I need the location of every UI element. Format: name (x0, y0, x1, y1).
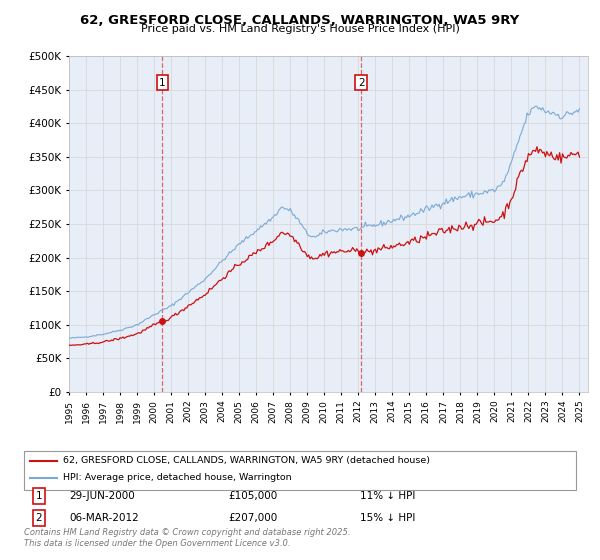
Text: 62, GRESFORD CLOSE, CALLANDS, WARRINGTON, WA5 9RY: 62, GRESFORD CLOSE, CALLANDS, WARRINGTON… (80, 14, 520, 27)
Text: 2: 2 (35, 513, 43, 523)
Text: 62, GRESFORD CLOSE, CALLANDS, WARRINGTON, WA5 9RY (detached house): 62, GRESFORD CLOSE, CALLANDS, WARRINGTON… (63, 456, 430, 465)
Text: £105,000: £105,000 (228, 491, 277, 501)
Text: 11% ↓ HPI: 11% ↓ HPI (360, 491, 415, 501)
Text: £207,000: £207,000 (228, 513, 277, 523)
Text: 15% ↓ HPI: 15% ↓ HPI (360, 513, 415, 523)
Text: 29-JUN-2000: 29-JUN-2000 (69, 491, 135, 501)
Text: 1: 1 (159, 78, 166, 88)
Text: Contains HM Land Registry data © Crown copyright and database right 2025.
This d: Contains HM Land Registry data © Crown c… (24, 528, 350, 548)
Text: 06-MAR-2012: 06-MAR-2012 (69, 513, 139, 523)
Text: HPI: Average price, detached house, Warrington: HPI: Average price, detached house, Warr… (63, 473, 292, 482)
Text: 2: 2 (358, 78, 365, 88)
Text: 1: 1 (35, 491, 43, 501)
Text: Price paid vs. HM Land Registry's House Price Index (HPI): Price paid vs. HM Land Registry's House … (140, 24, 460, 34)
